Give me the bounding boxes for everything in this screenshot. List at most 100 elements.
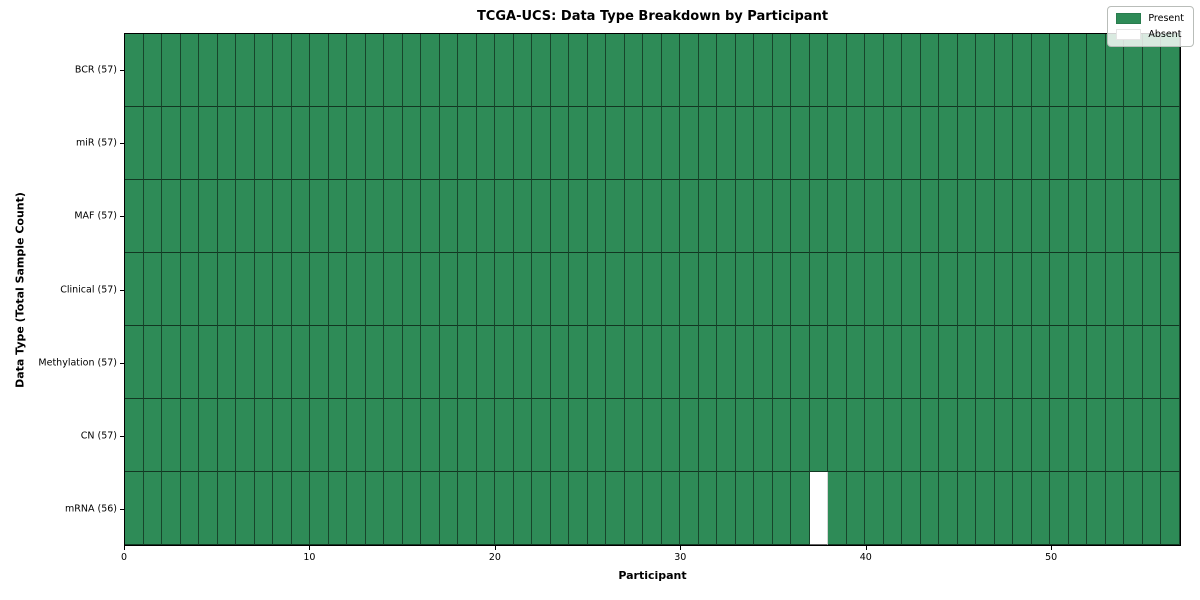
cell-BCR-46-present bbox=[976, 34, 995, 107]
cell-mRNA-53-present bbox=[1105, 472, 1125, 545]
cell-mRNA-18-present bbox=[458, 472, 477, 545]
cell-miR-1-present bbox=[143, 107, 163, 180]
y-tick-mark-mRNA bbox=[120, 509, 124, 510]
cell-Clinical-43-present bbox=[920, 253, 940, 326]
cell-MAF-29-present bbox=[661, 180, 681, 253]
cell-MAF-0-present bbox=[125, 180, 144, 253]
cell-MAF-44-present bbox=[939, 180, 958, 253]
cell-miR-3-present bbox=[180, 107, 200, 180]
cell-Clinical-17-present bbox=[439, 253, 459, 326]
cell-Methylation-25-present bbox=[587, 326, 607, 399]
cell-BCR-9-present bbox=[291, 34, 311, 107]
cell-MAF-53-present bbox=[1105, 180, 1125, 253]
cell-Clinical-24-present bbox=[569, 253, 588, 326]
cell-mRNA-3-present bbox=[180, 472, 200, 545]
cell-miR-6-present bbox=[236, 107, 255, 180]
cell-Clinical-19-present bbox=[476, 253, 496, 326]
cell-CN-13-present bbox=[365, 399, 385, 472]
cell-Methylation-20-present bbox=[495, 326, 514, 399]
cell-Clinical-56-present bbox=[1161, 253, 1180, 326]
cell-MAF-12-present bbox=[347, 180, 366, 253]
cell-CN-28-present bbox=[643, 399, 662, 472]
cell-miR-55-present bbox=[1142, 107, 1162, 180]
cell-Clinical-16-present bbox=[421, 253, 440, 326]
cell-miR-5-present bbox=[217, 107, 237, 180]
cell-miR-32-present bbox=[717, 107, 736, 180]
cell-BCR-22-present bbox=[532, 34, 551, 107]
x-tick-label-30: 30 bbox=[674, 552, 687, 563]
cell-Clinical-42-present bbox=[902, 253, 921, 326]
cell-Clinical-1-present bbox=[143, 253, 163, 326]
cell-Methylation-55-present bbox=[1142, 326, 1162, 399]
x-tick-mark-50 bbox=[1051, 546, 1052, 550]
cell-CN-45-present bbox=[957, 399, 977, 472]
cell-Methylation-32-present bbox=[717, 326, 736, 399]
cell-CN-29-present bbox=[661, 399, 681, 472]
cell-mRNA-28-present bbox=[643, 472, 662, 545]
cell-MAF-11-present bbox=[328, 180, 348, 253]
cell-Methylation-27-present bbox=[624, 326, 644, 399]
cell-MAF-50-present bbox=[1050, 180, 1069, 253]
cell-Methylation-37-present bbox=[809, 326, 829, 399]
cell-MAF-55-present bbox=[1142, 180, 1162, 253]
cell-MAF-14-present bbox=[384, 180, 403, 253]
y-tick-mark-miR bbox=[120, 143, 124, 144]
cell-Methylation-3-present bbox=[180, 326, 200, 399]
cell-Clinical-0-present bbox=[125, 253, 144, 326]
cell-BCR-16-present bbox=[421, 34, 440, 107]
cell-BCR-1-present bbox=[143, 34, 163, 107]
cell-Clinical-26-present bbox=[606, 253, 625, 326]
cell-miR-29-present bbox=[661, 107, 681, 180]
cell-BCR-28-present bbox=[643, 34, 662, 107]
cell-Methylation-47-present bbox=[994, 326, 1014, 399]
cell-MAF-37-present bbox=[809, 180, 829, 253]
cell-Clinical-7-present bbox=[254, 253, 274, 326]
cell-MAF-34-present bbox=[754, 180, 773, 253]
cell-MAF-16-present bbox=[421, 180, 440, 253]
cell-Methylation-1-present bbox=[143, 326, 163, 399]
cell-BCR-53-present bbox=[1105, 34, 1125, 107]
cell-Clinical-6-present bbox=[236, 253, 255, 326]
cell-mRNA-2-present bbox=[162, 472, 181, 545]
cell-mRNA-25-present bbox=[587, 472, 607, 545]
cell-BCR-25-present bbox=[587, 34, 607, 107]
cell-Methylation-13-present bbox=[365, 326, 385, 399]
cell-miR-49-present bbox=[1031, 107, 1051, 180]
cell-miR-45-present bbox=[957, 107, 977, 180]
y-tick-label-CN: CN (57) bbox=[80, 430, 117, 442]
cell-miR-4-present bbox=[199, 107, 218, 180]
cell-miR-22-present bbox=[532, 107, 551, 180]
cell-Methylation-9-present bbox=[291, 326, 311, 399]
y-tick-label-Clinical: Clinical (57) bbox=[60, 284, 117, 295]
cell-Clinical-53-present bbox=[1105, 253, 1125, 326]
y-tick-label-Methylation: Methylation (57) bbox=[38, 357, 117, 369]
cell-mRNA-44-present bbox=[939, 472, 958, 545]
cell-MAF-45-present bbox=[957, 180, 977, 253]
y-tick-mark-CN bbox=[120, 436, 124, 437]
cell-CN-1-present bbox=[143, 399, 163, 472]
cell-Clinical-44-present bbox=[939, 253, 958, 326]
cell-Clinical-30-present bbox=[680, 253, 699, 326]
cell-miR-2-present bbox=[162, 107, 181, 180]
cell-mRNA-20-present bbox=[495, 472, 514, 545]
cell-mRNA-15-present bbox=[402, 472, 422, 545]
y-tick-mark-MAF bbox=[120, 216, 124, 217]
cell-Methylation-4-present bbox=[199, 326, 218, 399]
cell-BCR-55-present bbox=[1142, 34, 1162, 107]
cell-miR-44-present bbox=[939, 107, 958, 180]
cell-BCR-20-present bbox=[495, 34, 514, 107]
cell-Clinical-13-present bbox=[365, 253, 385, 326]
cell-BCR-7-present bbox=[254, 34, 274, 107]
cell-miR-33-present bbox=[735, 107, 755, 180]
cell-Clinical-9-present bbox=[291, 253, 311, 326]
y-tick-mark-Methylation bbox=[120, 363, 124, 364]
cell-BCR-36-present bbox=[791, 34, 810, 107]
legend-label-present: Present bbox=[1148, 13, 1184, 24]
cell-CN-27-present bbox=[624, 399, 644, 472]
cell-mRNA-52-present bbox=[1087, 472, 1106, 545]
cell-MAF-33-present bbox=[735, 180, 755, 253]
legend-entry-absent: Absent bbox=[1116, 29, 1184, 40]
cell-BCR-42-present bbox=[902, 34, 921, 107]
cell-CN-34-present bbox=[754, 399, 773, 472]
